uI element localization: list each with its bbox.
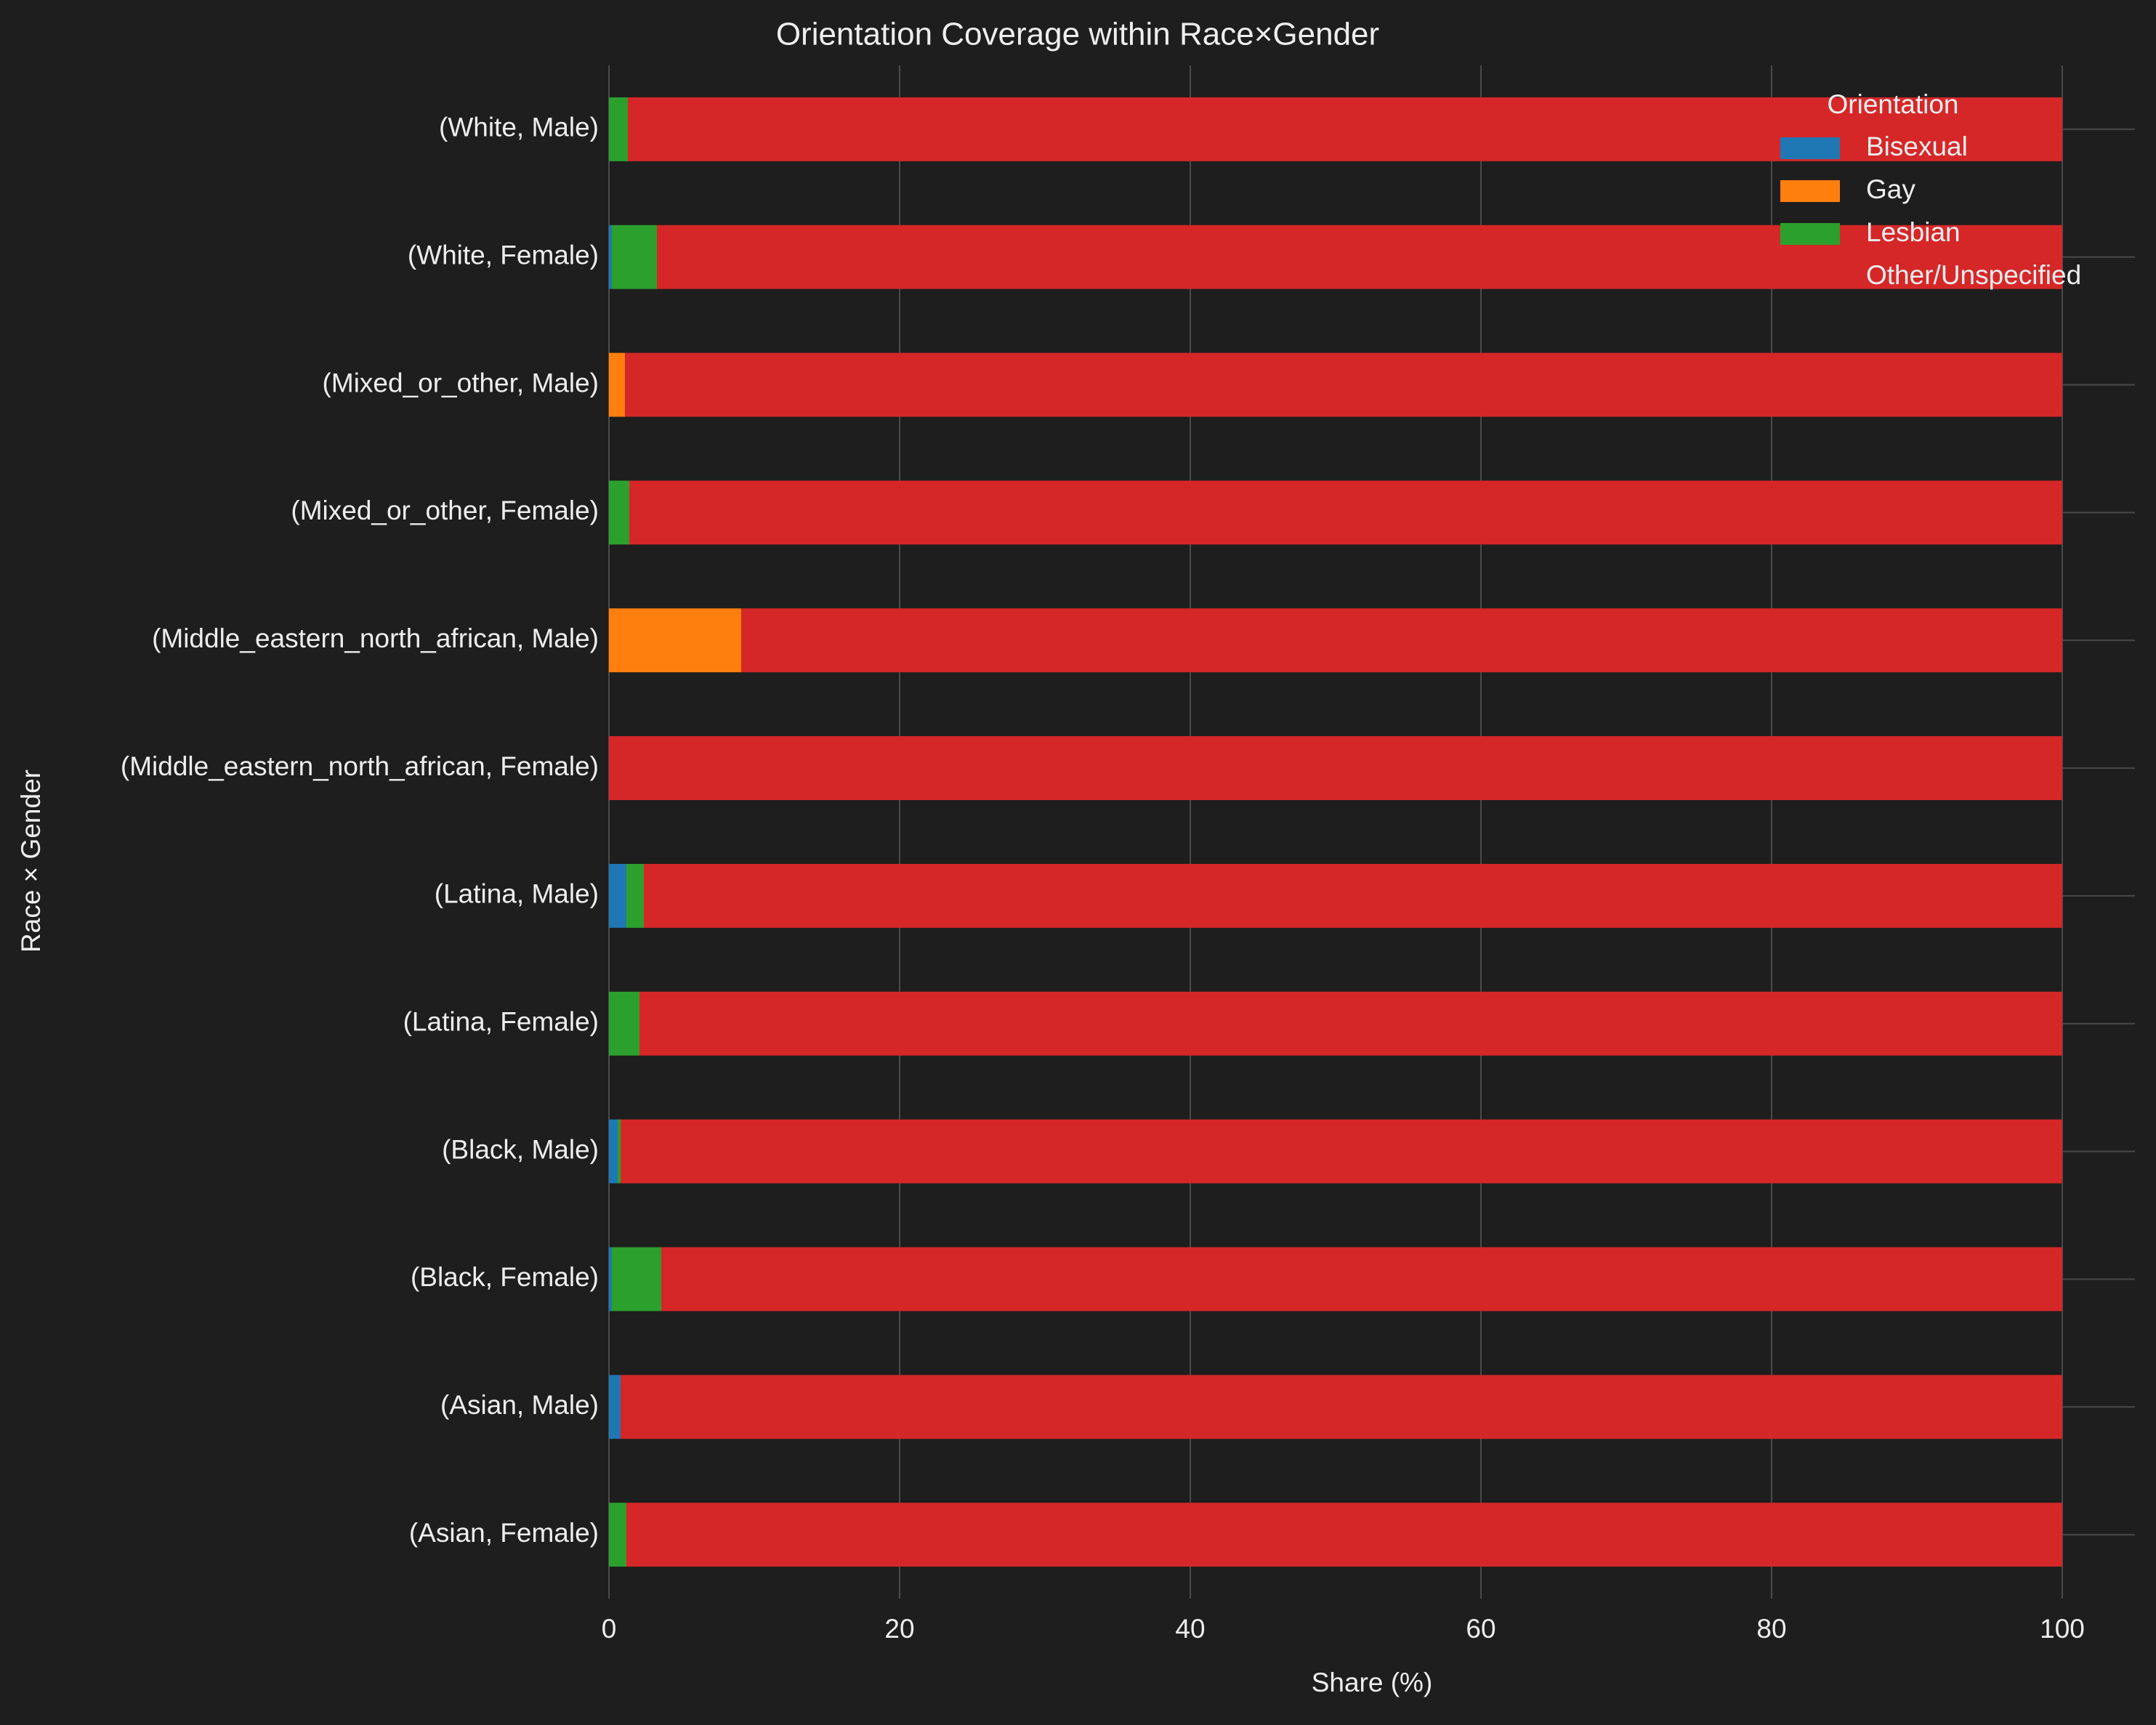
x-axis-label: Share (%) [1312,1668,1433,1697]
bar-segment-other-unspecified [609,736,2062,801]
chart-title: Orientation Coverage within Race×Gender [776,17,1379,52]
legend-swatch [1780,180,1840,202]
bar-segment-gay [609,608,741,673]
bar-segment-other-unspecified [661,1247,2062,1312]
y-axis-label: Race × Gender [16,769,46,953]
legend-swatch [1780,137,1840,159]
x-tick-label: 40 [1175,1614,1205,1644]
y-tick-label: (Asian, Male) [440,1390,599,1420]
legend: Orientation Bisexual Gay Lesbian Other/Unsp… [1780,89,2081,290]
x-tick-label: 80 [1756,1614,1786,1644]
bar-segment-bisexual [609,1119,618,1184]
legend-label: Bisexual [1866,132,1968,161]
y-tick-label: (Middle_eastern_north_african, Female) [121,751,599,781]
bar-segment-other-unspecified [621,1375,2062,1439]
bar-segment-other-unspecified [644,863,2062,928]
legend-label: Other/Unspecified [1866,260,2081,290]
y-tick-label: (White, Male) [439,113,599,142]
bar-segment-lesbian [612,1247,661,1312]
x-tick-label: 0 [602,1614,617,1644]
bar-segment-bisexual [609,1247,612,1312]
y-tick-label: (Mixed_or_other, Female) [291,496,599,525]
bar-segment-lesbian [626,863,644,928]
bar-segment-other-unspecified [621,1119,2062,1184]
bar-segment-other-unspecified [629,480,2062,545]
y-tick-label: (White, Female) [408,241,599,270]
bar-segment-lesbian [618,1119,621,1184]
y-tick-label: (Latina, Male) [435,879,599,909]
bar-segment-gay [609,352,625,417]
y-tick-label: (Mixed_or_other, Male) [323,368,599,397]
bar-segment-other-unspecified [741,608,2062,673]
y-tick-label: (Middle_eastern_north_african, Male) [152,623,599,653]
x-tick-label: 20 [884,1614,914,1644]
x-tick-label: 60 [1466,1614,1495,1644]
y-tick-label: (Black, Male) [442,1134,599,1164]
bar-segment-lesbian [609,991,639,1056]
legend-swatch [1780,266,1840,288]
y-tick-label: (Latina, Female) [403,1007,599,1037]
bar-segment-other-unspecified [626,1503,2062,1567]
bar-segment-lesbian [609,480,629,545]
legend-label: Lesbian [1866,217,1961,247]
legend-title: Orientation [1828,89,1959,119]
bar-segment-other-unspecified [657,225,2062,289]
bar-segment-other-unspecified [639,991,2062,1056]
legend-label: Gay [1866,174,1915,204]
y-tick-label: (Black, Female) [411,1262,599,1292]
bar-segment-bisexual [609,225,612,289]
y-tick-label: (Asian, Female) [409,1518,599,1548]
bar-segment-bisexual [609,863,626,928]
bar-segment-lesbian [609,1503,626,1567]
legend-swatch [1780,223,1840,245]
bar-layer [609,97,2062,1567]
bar-segment-lesbian [609,97,628,161]
bar-segment-other-unspecified [625,352,2062,417]
bar-segment-lesbian [612,225,657,289]
axis-layer: 0 20 40 60 80 100 (White, Male) (White, Female)… [121,113,2085,1644]
bar-segment-bisexual [609,1375,621,1439]
x-tick-label: 100 [2040,1614,2085,1644]
